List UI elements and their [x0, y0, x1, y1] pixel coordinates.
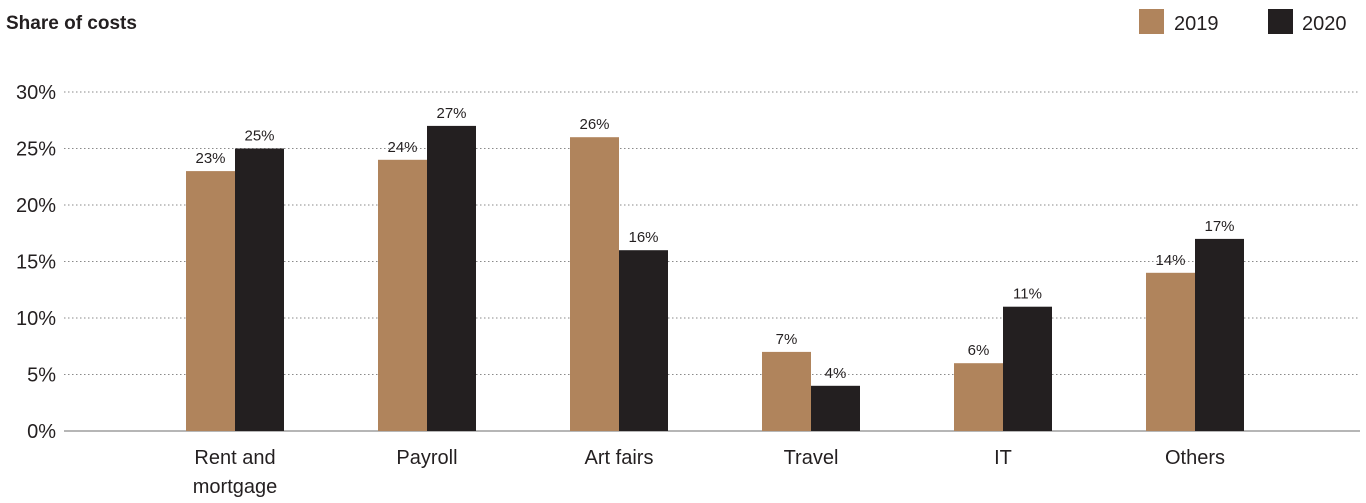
- value-labels: 23% 25% 24% 27% 26% 16% 7% 4% 6% 11% 14% 17%: [195, 105, 1234, 382]
- x-category-label: Art fairs: [585, 447, 654, 469]
- y-axis-ticks: 0% 5% 10% 15% 20% 25% 30%: [16, 82, 56, 443]
- data-label-2020: 25%: [244, 128, 274, 145]
- data-label-2020: 16%: [628, 229, 658, 246]
- x-category-label: mortgage: [193, 476, 278, 498]
- bar-2019: [186, 171, 235, 431]
- bar-2019: [378, 159, 427, 432]
- data-label-2020: 27%: [436, 105, 466, 122]
- chart-title: Share of costs: [6, 13, 137, 34]
- data-label-2019: 23%: [195, 150, 225, 167]
- bar-2020: [1003, 306, 1052, 431]
- y-tick-label: 30%: [16, 82, 56, 104]
- x-category-label: Rent and: [194, 447, 275, 469]
- bar-2020: [235, 148, 284, 431]
- y-tick-label: 5%: [27, 365, 56, 387]
- bar-2019: [1146, 272, 1195, 431]
- data-label-2020: 4%: [825, 365, 847, 382]
- legend: 2019 2020: [1139, 9, 1347, 35]
- bars: [186, 125, 1244, 432]
- data-label-2019: 26%: [579, 116, 609, 133]
- bar-2020: [427, 125, 476, 432]
- legend-swatch-2019: [1139, 9, 1164, 34]
- data-label-2020: 17%: [1204, 218, 1234, 235]
- legend-label-2019: 2019: [1174, 13, 1219, 35]
- x-category-label: Others: [1165, 447, 1225, 469]
- y-tick-label: 15%: [16, 252, 56, 274]
- y-tick-label: 0%: [27, 421, 56, 443]
- x-category-label: Payroll: [396, 447, 457, 469]
- bar-2020: [811, 385, 860, 431]
- data-label-2019: 6%: [968, 342, 990, 359]
- bar-2020: [1195, 238, 1244, 431]
- x-axis-categories: Rent and mortgage Payroll Art fairs Travel IT…: [193, 447, 1225, 498]
- data-label-2019: 24%: [387, 139, 417, 156]
- legend-label-2020: 2020: [1302, 13, 1347, 35]
- x-category-label: Travel: [784, 447, 839, 469]
- bar-2019: [762, 351, 811, 431]
- bar-2019: [570, 137, 619, 431]
- y-tick-label: 20%: [16, 195, 56, 217]
- data-label-2019: 14%: [1155, 252, 1185, 269]
- legend-swatch-2020: [1268, 9, 1293, 34]
- data-label-2019: 7%: [776, 331, 798, 348]
- y-tick-label: 25%: [16, 139, 56, 161]
- y-tick-label: 10%: [16, 308, 56, 330]
- data-label-2020: 11%: [1013, 286, 1042, 303]
- bar-2020: [619, 250, 668, 431]
- x-category-label: IT: [994, 447, 1012, 469]
- bar-2019: [954, 363, 1003, 431]
